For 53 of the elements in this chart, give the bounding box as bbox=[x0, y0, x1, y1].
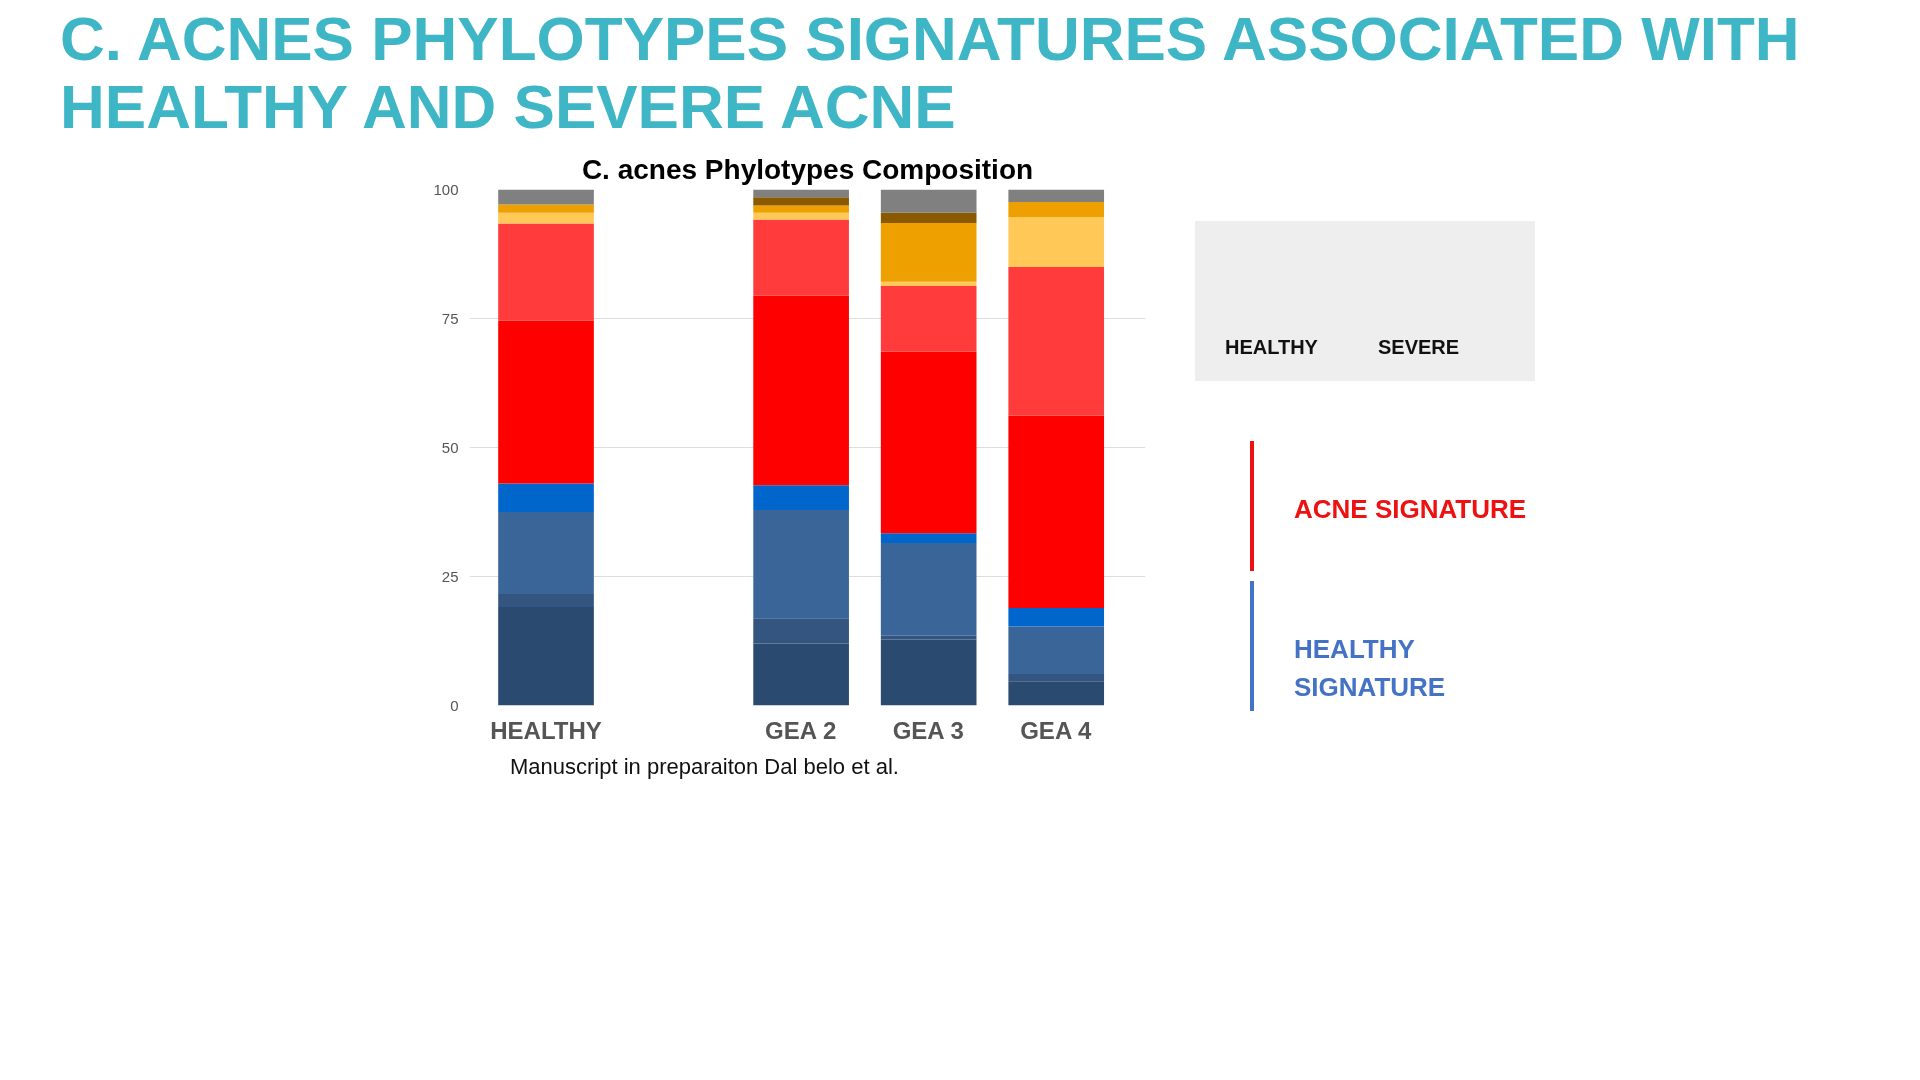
y-tick-label: 100 bbox=[433, 180, 459, 198]
x-tick-label: GEA 3 bbox=[892, 716, 964, 744]
y-tick-label: 25 bbox=[441, 567, 459, 585]
bar bbox=[753, 219, 849, 297]
bar bbox=[1008, 189, 1105, 203]
bar bbox=[880, 189, 977, 214]
bar bbox=[1008, 267, 1105, 416]
bar bbox=[753, 510, 849, 619]
chart-subtitle: C. acnes Phylotypes Composition bbox=[581, 153, 1034, 185]
bar bbox=[498, 320, 594, 484]
text: Manuscript in preparaiton Dal belo et al. bbox=[510, 753, 899, 782]
x-tick-label: HEALTHY bbox=[490, 716, 602, 744]
bar bbox=[880, 639, 977, 706]
bar bbox=[1008, 217, 1105, 268]
bar bbox=[753, 205, 849, 214]
bar bbox=[498, 189, 594, 205]
bar bbox=[498, 594, 594, 608]
bar bbox=[753, 618, 849, 644]
bar bbox=[753, 296, 849, 486]
bar bbox=[753, 643, 849, 706]
bar bbox=[1008, 202, 1105, 218]
bar bbox=[498, 483, 594, 513]
bar bbox=[498, 204, 594, 214]
bar bbox=[753, 197, 849, 206]
y-tick-label: 50 bbox=[441, 438, 459, 456]
bar bbox=[498, 213, 594, 224]
text: HEALTHY bbox=[1225, 335, 1318, 358]
text: ACNE SIGNATURE bbox=[1294, 493, 1527, 527]
bar bbox=[880, 282, 977, 287]
bar bbox=[880, 286, 977, 352]
bar bbox=[880, 213, 977, 224]
bar bbox=[498, 223, 594, 321]
x-tick-label: GEA 2 bbox=[765, 716, 837, 744]
bar bbox=[880, 533, 977, 544]
bar bbox=[880, 351, 977, 534]
bar bbox=[1008, 681, 1105, 706]
x-tick-label: GEA 4 bbox=[1020, 716, 1092, 744]
bar bbox=[1008, 674, 1105, 682]
bar bbox=[753, 485, 849, 511]
text: HEALTHY SIGNATURE bbox=[1294, 633, 1447, 704]
bar bbox=[880, 543, 977, 637]
chart-title: C. ACNES PHYLOTYPES SIGNATURES ASSOCIATED WITH HEALTHY AND SEVERE ACNE bbox=[60, 4, 1801, 142]
bar bbox=[498, 512, 594, 595]
bar bbox=[498, 607, 594, 706]
bar bbox=[880, 223, 977, 283]
bar bbox=[753, 189, 849, 198]
bar bbox=[753, 213, 849, 220]
text: SEVERE bbox=[1377, 335, 1460, 358]
y-tick-label: 0 bbox=[450, 696, 459, 714]
bar bbox=[1008, 415, 1105, 609]
bar bbox=[1008, 626, 1105, 675]
y-tick-label: 75 bbox=[441, 309, 459, 327]
bar bbox=[1008, 608, 1105, 627]
